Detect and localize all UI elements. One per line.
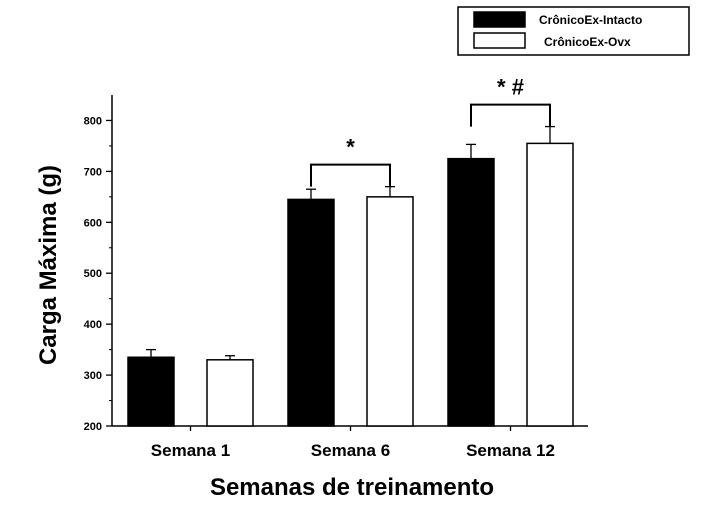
significance-bracket-3: [470, 103, 551, 127]
y-tick-label-700: 700: [84, 166, 102, 178]
legend-label-intacto: CrônicoEx-Intacto: [539, 13, 642, 27]
x-axis-title: Semanas de treinamento: [210, 474, 494, 501]
y-tick-label-500: 500: [84, 268, 102, 280]
plot-area: 200 300 400 500 600 700 800 Semana 1 Semana 6 Sem…: [84, 75, 588, 460]
y-tick-label-400: 400: [84, 319, 102, 331]
x-tick-label-1: Semana 1: [151, 441, 230, 460]
bar-ovx-3: [526, 142, 574, 427]
y-axis-title: Carga Máxima (g): [35, 165, 62, 365]
bar-ovx-1: [206, 359, 254, 427]
legend: CrônicoEx-Intacto CrônicoEx-Ovx: [457, 6, 690, 56]
bar-intacto-1: [127, 356, 175, 427]
legend-swatch-intacto: [473, 11, 526, 28]
x-tick-label-3: Semana 12: [466, 441, 555, 460]
y-tick-label-200: 200: [84, 421, 102, 433]
bar-intacto-2: [287, 198, 335, 427]
y-tick-label-600: 600: [84, 217, 102, 229]
legend-label-ovx: CrônicoEx-Ovx: [544, 35, 631, 49]
significance-label-2: *: [346, 135, 355, 160]
y-tick-label-800: 800: [84, 115, 102, 127]
bar-ovx-2: [366, 196, 414, 427]
x-tick-label-2: Semana 6: [311, 441, 390, 460]
bar-intacto-3: [447, 157, 495, 427]
legend-swatch-ovx: [473, 32, 526, 49]
y-tick-label-300: 300: [84, 370, 102, 382]
significance-bracket-2: [310, 163, 391, 187]
significance-label-3: * #: [497, 75, 524, 100]
